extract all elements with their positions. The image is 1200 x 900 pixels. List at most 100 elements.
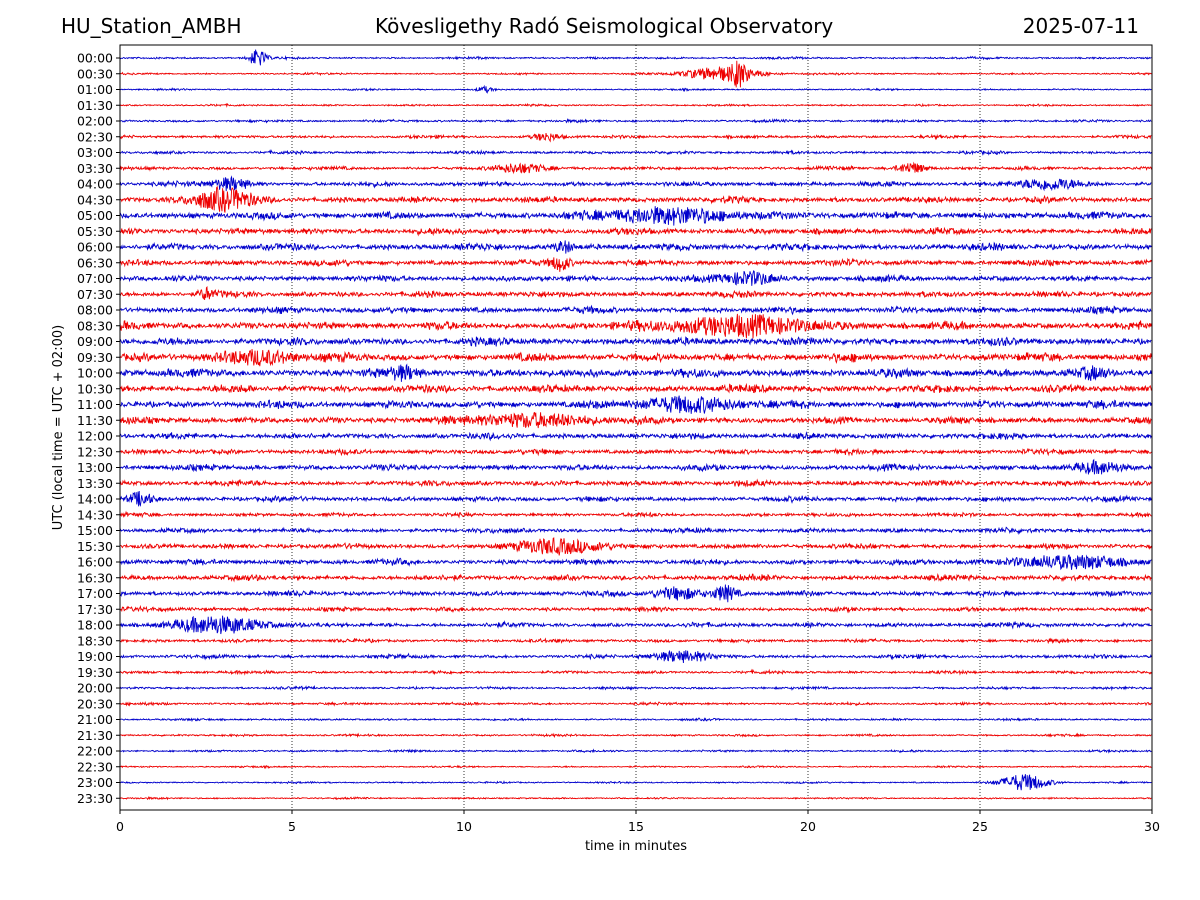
x-tick-label: 25 [972, 819, 988, 834]
trace-0430 [119, 185, 1152, 213]
y-tick-label: 14:00 [77, 492, 113, 507]
observatory-title: Kövesligethy Radó Seismological Observat… [375, 14, 834, 38]
trace-1600 [119, 554, 1152, 571]
y-tick-label: 07:30 [77, 287, 113, 302]
trace-1430 [119, 510, 1152, 519]
x-tick-label: 20 [800, 819, 816, 834]
trace-1300 [119, 458, 1152, 475]
trace-1230 [119, 447, 1152, 457]
trace-1700 [119, 584, 1152, 603]
y-tick-label: 09:00 [77, 334, 113, 349]
y-tick-label: 16:30 [77, 570, 113, 585]
y-tick-label: 22:30 [77, 759, 113, 774]
y-tick-label: 22:00 [77, 744, 113, 759]
y-tick-label: 01:00 [77, 82, 113, 97]
trace-2030 [120, 700, 1152, 707]
trace-0700 [119, 270, 1152, 286]
x-tick-label: 30 [1144, 819, 1160, 834]
trace-0900 [119, 336, 1152, 347]
y-tick-label: 04:30 [77, 192, 113, 207]
y-tick-label: 03:00 [77, 145, 113, 160]
y-tick-label: 06:30 [77, 255, 113, 270]
trace-0930 [119, 349, 1152, 367]
y-tick-label: 17:30 [77, 602, 113, 617]
trace-0600 [119, 240, 1152, 254]
trace-1830 [119, 637, 1152, 645]
trace-0030 [119, 60, 1152, 88]
x-tick-label: 0 [116, 819, 124, 834]
y-tick-label: 15:30 [77, 539, 113, 554]
trace-0830 [119, 313, 1152, 339]
recording-date: 2025-07-11 [1022, 14, 1139, 38]
y-tick-label: 19:00 [77, 649, 113, 664]
y-tick-label: 23:00 [77, 775, 113, 790]
trace-1900 [119, 649, 1152, 664]
trace-0230 [119, 133, 1152, 143]
y-tick-label: 08:30 [77, 318, 113, 333]
station-name: HU_Station_AMBH [61, 14, 242, 38]
trace-1330 [119, 478, 1152, 488]
y-tick-label: 14:30 [77, 507, 113, 522]
trace-0330 [119, 161, 1152, 175]
trace-0500 [119, 206, 1152, 226]
x-axis-ticks: 0 5 10 15 20 25 30 [116, 810, 1160, 834]
y-tick-label: 07:00 [77, 271, 113, 286]
y-tick-label: 05:00 [77, 208, 113, 223]
y-tick-label: 18:30 [77, 633, 113, 648]
y-tick-label: 04:00 [77, 177, 113, 192]
trace-2300 [119, 774, 1152, 791]
x-axis-label: time in minutes [585, 839, 687, 854]
trace-2200 [119, 748, 1152, 754]
y-tick-label: 02:00 [77, 114, 113, 129]
y-tick-label: 03:30 [77, 161, 113, 176]
y-tick-label: 01:30 [77, 98, 113, 113]
x-tick-label: 5 [288, 819, 296, 834]
trace-0130 [119, 102, 1152, 108]
x-tick-label: 10 [456, 819, 472, 834]
trace-2230 [119, 764, 1152, 770]
y-tick-label: 05:30 [77, 224, 113, 239]
trace-1400 [119, 490, 1152, 507]
y-tick-label: 17:00 [77, 586, 113, 601]
seismogram-traces [119, 49, 1152, 801]
y-tick-label: 21:30 [77, 728, 113, 743]
trace-1130 [119, 411, 1152, 429]
y-tick-label: 11:00 [77, 397, 113, 412]
trace-0800 [119, 304, 1152, 316]
y-tick-label: 23:30 [77, 791, 113, 806]
y-tick-label: 19:30 [77, 665, 113, 680]
trace-2130 [119, 732, 1152, 739]
y-tick-label: 20:30 [77, 696, 113, 711]
y-axis-ticks: 00:0000:3001:0001:3002:0002:3003:0003:30… [77, 51, 120, 806]
trace-1930 [119, 668, 1152, 676]
y-tick-label: 21:00 [77, 712, 113, 727]
y-tick-label: 12:30 [77, 444, 113, 459]
trace-1000 [119, 363, 1152, 382]
trace-0300 [119, 149, 1152, 156]
trace-1100 [119, 395, 1152, 414]
trace-2330 [119, 796, 1152, 801]
trace-1500 [119, 526, 1152, 535]
y-tick-label: 20:00 [77, 681, 113, 696]
y-tick-label: 06:00 [77, 240, 113, 255]
y-tick-label: 10:00 [77, 366, 113, 381]
trace-1630 [119, 573, 1152, 583]
trace-1030 [119, 382, 1152, 394]
y-tick-label: 15:00 [77, 523, 113, 538]
trace-1730 [119, 604, 1152, 614]
trace-1800 [119, 615, 1152, 635]
x-grid [291, 45, 981, 810]
trace-0530 [119, 226, 1152, 237]
trace-2100 [119, 717, 1152, 723]
trace-0000 [119, 49, 1152, 66]
x-tick-label: 15 [628, 819, 644, 834]
trace-0730 [119, 285, 1152, 301]
y-tick-label: 10:30 [77, 381, 113, 396]
trace-0100 [119, 84, 1152, 94]
y-tick-label: 11:30 [77, 413, 113, 428]
y-tick-label: 16:00 [77, 555, 113, 570]
y-tick-label: 00:30 [77, 66, 113, 81]
y-tick-label: 08:00 [77, 303, 113, 318]
trace-0630 [119, 257, 1152, 272]
